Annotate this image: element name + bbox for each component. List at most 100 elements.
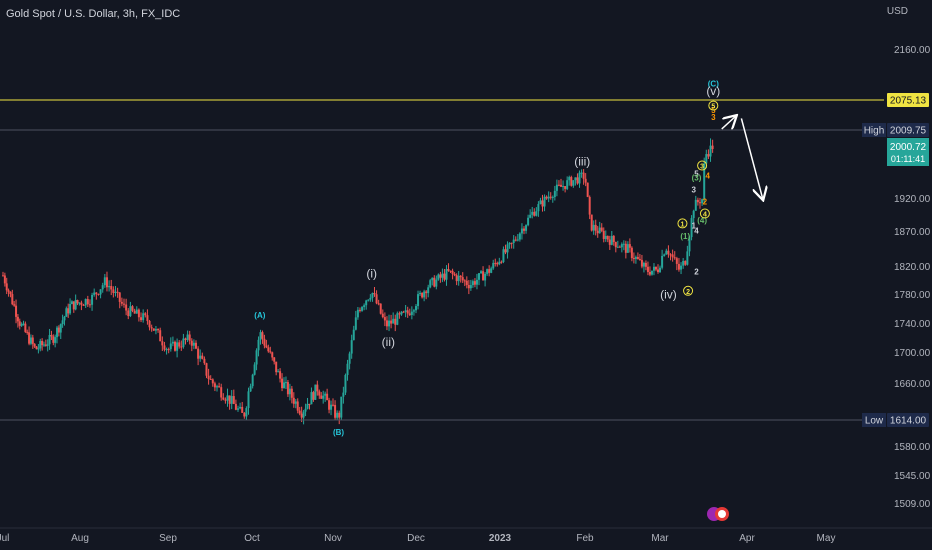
candle-body [421,292,424,298]
candle-body [514,239,517,241]
candle-body [419,292,422,295]
candle-body [28,332,31,344]
candle-body [506,244,509,253]
candle-body [656,269,659,273]
candle-body [243,412,246,417]
wave-label: (1) [680,232,690,241]
symbol-title[interactable]: Gold Spot / U.S. Dollar, 3h, FX_IDC [6,8,181,20]
candle-body [199,355,202,359]
candle-body [533,211,536,216]
circled-wave-marker [677,218,688,229]
candle-body [152,328,155,331]
candle-body [484,273,487,281]
candle-body [449,270,452,272]
candle-body [263,338,266,346]
candle-body [502,249,505,263]
candle-body [330,404,333,410]
candle-body [628,244,631,248]
projection-arrow-1 [721,116,736,129]
candle-body [176,342,179,351]
wave-label: (A) [254,311,265,320]
candle-body [340,396,343,418]
wave-label: (ii) [382,335,395,349]
candle-body [95,292,98,294]
candle-body [354,317,357,330]
candle-body [50,335,53,337]
candle-body [415,306,417,311]
candle-body [500,261,503,263]
low-label-bg [862,413,886,427]
candle-body [255,350,258,365]
candle-body [598,227,601,234]
candle-body [602,230,605,239]
candle-body [249,386,252,392]
candle-body [490,268,493,273]
candle-body [218,386,221,388]
candle-body [486,269,489,274]
candle-body [551,197,554,199]
candle-body [626,244,629,253]
candle-body [358,309,361,311]
candle-body [677,263,680,270]
candle-body [257,339,260,351]
candle-body [427,287,430,294]
candle-body [61,320,64,325]
candle-body [332,404,334,406]
candle-body [522,228,525,231]
wave-label: (v) [706,84,720,98]
candle-body [144,313,147,316]
candle-body [16,316,19,322]
candle-body [226,395,229,401]
candle-body [574,177,577,181]
candle-body [527,217,530,226]
candle-body [348,353,351,364]
candle-body [195,342,197,349]
candle-body [634,257,637,259]
y-tick-label: 1780.00 [894,290,931,301]
x-tick-label: Mar [651,533,669,544]
candle-body [451,270,454,274]
candle-body [74,299,77,310]
high-price-tag-bg [887,123,929,137]
candle-body [496,263,499,265]
candle-body [205,363,208,376]
candle-body [31,337,34,344]
candle-body [381,313,384,318]
candle-body [663,254,666,256]
candle-body [18,321,21,326]
candle-body [508,242,511,245]
x-tick-label: May [817,533,836,544]
candle-body [498,261,501,265]
candle-body [375,294,378,304]
candle-body [251,374,254,387]
candle-body [186,334,189,340]
candle-body [630,247,633,258]
candle-body [44,344,47,346]
candle-body [13,304,16,306]
candle-body [56,327,59,338]
high-price-tag: 2009.75 [890,126,927,137]
candle-body [320,395,323,399]
candle-body [463,280,466,282]
candle-body [7,290,10,292]
candle-body [580,172,583,174]
candle-body [211,379,214,384]
candle-body [665,250,668,255]
wave-label: (iii) [574,155,590,169]
candle-body [72,301,75,310]
candle-body [241,406,244,413]
candle-body [525,225,528,231]
candle-body [352,329,355,341]
candle-body [520,228,523,234]
candle-body [294,401,297,404]
candle-body [648,271,651,275]
candle-body [157,328,160,331]
candle-body [396,313,399,325]
candle-body [675,258,678,264]
candle-body [682,260,685,266]
candle-body [239,406,242,409]
candle-body [70,301,73,305]
candle-body [379,303,382,314]
candle-body [197,348,200,359]
